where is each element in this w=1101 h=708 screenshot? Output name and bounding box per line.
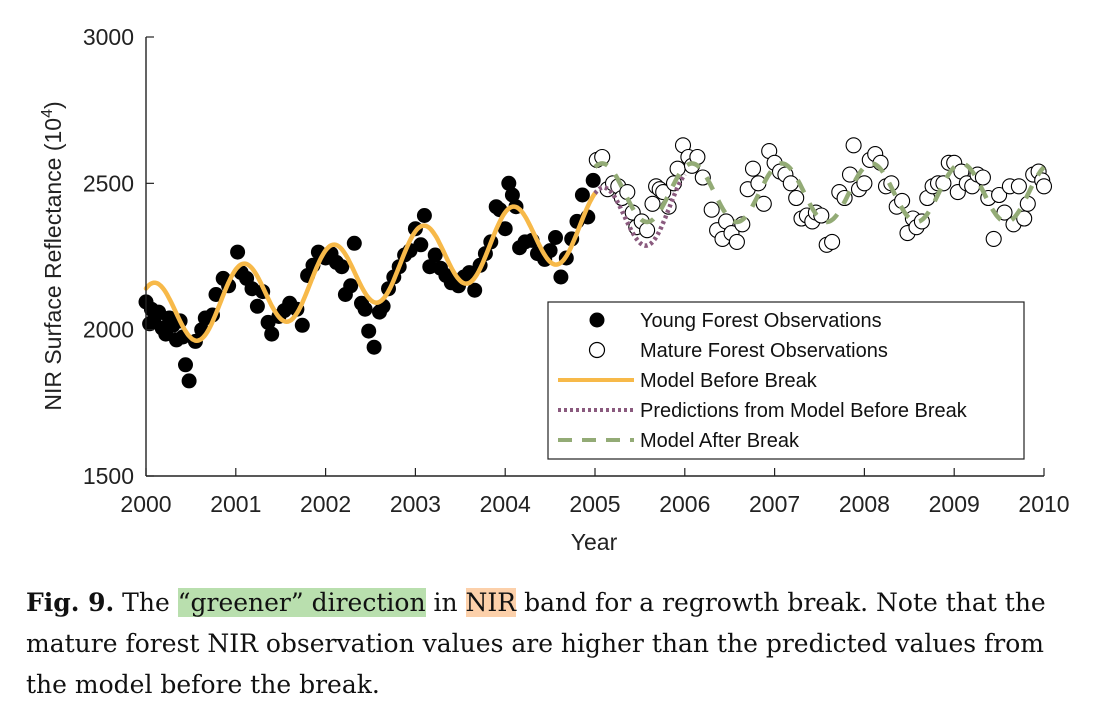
young-observation-point xyxy=(249,298,265,314)
young-observation-point xyxy=(361,323,377,339)
legend-marker-mature xyxy=(588,341,606,359)
caption-highlight-greener: “greener” direction xyxy=(177,588,426,617)
young-observation-point xyxy=(178,357,193,373)
model-after-break-line xyxy=(593,161,1046,225)
young-observation-point xyxy=(264,326,280,342)
y-tick-label: 2000 xyxy=(83,317,134,343)
x-tick-label: 2005 xyxy=(569,491,620,517)
young-observation-point xyxy=(553,269,569,285)
mature-observation-point xyxy=(639,222,656,239)
young-observation-point xyxy=(574,187,590,203)
x-tick-label: 2004 xyxy=(480,491,531,517)
young-observation-point xyxy=(357,301,373,317)
data-layer xyxy=(138,137,1053,389)
young-observation-point xyxy=(497,221,513,237)
young-observation-point xyxy=(504,187,520,203)
young-observation-point xyxy=(366,339,382,355)
young-observation-point xyxy=(413,237,429,253)
y-tick-label: 1500 xyxy=(83,463,134,489)
y-ticks: 1500 2000 2500 3000 xyxy=(83,24,154,489)
mature-observation-point xyxy=(728,233,745,250)
x-tick-label: 2002 xyxy=(300,491,351,517)
mature-observation-point xyxy=(619,184,636,201)
x-tick-label: 2009 xyxy=(929,491,980,517)
prediction-line xyxy=(593,172,687,248)
x-tick-label: 2003 xyxy=(390,491,441,517)
y-axis-label: NIR Surface Reflectance (104) xyxy=(39,101,66,410)
x-tick-label: 2000 xyxy=(120,491,171,517)
young-observation-point xyxy=(585,172,601,188)
mature-observation-point xyxy=(813,207,830,224)
x-tick-label: 2006 xyxy=(659,491,710,517)
model-before-break-line xyxy=(143,191,598,343)
young-observation-point xyxy=(467,282,483,298)
x-tick-label: 2001 xyxy=(210,491,261,517)
young-observation-point xyxy=(181,373,197,389)
caption-highlight-nir: NIR xyxy=(465,588,517,617)
figure-caption: Fig. 9. The “greener” direction in NIR b… xyxy=(26,588,1046,699)
mature-observation-point xyxy=(824,233,841,250)
y-tick-label: 3000 xyxy=(83,24,134,50)
legend-label-model-after: Model After Break xyxy=(640,430,800,452)
x-tick-label: 2008 xyxy=(839,491,890,517)
mature-observation-point xyxy=(655,184,672,201)
caption-label: Fig. 9. xyxy=(26,588,115,617)
young-observation-point xyxy=(427,247,443,263)
y-tick-label: 2500 xyxy=(83,170,134,196)
series-filled-circle xyxy=(138,172,601,389)
legend-label-young: Young Forest Observations xyxy=(640,310,882,332)
mature-observation-point xyxy=(1035,178,1053,195)
young-observation-point xyxy=(294,317,310,333)
mature-observation-point xyxy=(782,175,799,192)
young-observation-point xyxy=(334,259,350,275)
x-tick-label: 2010 xyxy=(1018,491,1069,517)
mature-observation-point xyxy=(744,160,762,177)
chart: 2000 2001 2002 2003 2004 2005 2006 2007 2008 2009… xyxy=(39,24,1070,555)
x-tick-label: 2007 xyxy=(749,491,800,517)
mature-observation-point xyxy=(974,169,991,186)
legend-marker-young xyxy=(589,312,605,328)
axes-layer: 2000 2001 2002 2003 2004 2005 2006 2007 2008 2009… xyxy=(39,24,1070,555)
mature-observation-point xyxy=(985,230,1002,247)
young-observation-point xyxy=(343,278,359,294)
mature-observation-point xyxy=(788,189,805,207)
legend-label-predictions: Predictions from Model Before Break xyxy=(640,400,968,422)
legend-label-mature: Mature Forest Observations xyxy=(640,340,888,362)
legend-label-model-before: Model Before Break xyxy=(640,370,818,392)
young-observation-point xyxy=(416,208,432,223)
mature-observation-point xyxy=(644,195,661,212)
mature-observation-point xyxy=(935,175,952,192)
young-observation-point xyxy=(548,230,563,245)
legend: Young Forest Observations Mature Forest … xyxy=(547,301,1025,460)
x-ticks: 2000 2001 2002 2003 2004 2005 2006 2007 2008 2009… xyxy=(120,468,1070,517)
young-observation-point xyxy=(346,235,362,251)
young-observation-point xyxy=(501,175,517,191)
x-axis-label: Year xyxy=(571,529,618,555)
young-observation-point xyxy=(230,244,246,260)
mature-observation-point xyxy=(845,137,862,154)
y-axis-label-exponent: 4 xyxy=(39,109,56,118)
mature-observation-point xyxy=(755,195,772,212)
mature-observation-point xyxy=(856,175,873,192)
mature-observation-point xyxy=(703,201,720,218)
mature-observation-point xyxy=(1010,178,1027,195)
mature-observation-point xyxy=(991,186,1008,204)
